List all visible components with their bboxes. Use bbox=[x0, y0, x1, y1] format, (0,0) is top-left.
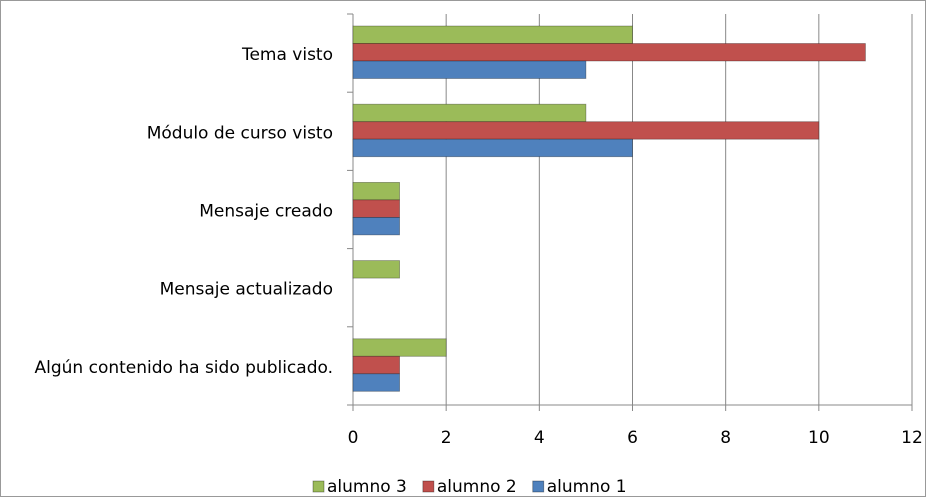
legend-swatch bbox=[532, 480, 545, 493]
x-tick-label: 12 bbox=[901, 428, 923, 448]
x-tick-label: 10 bbox=[808, 428, 830, 448]
y-tick-label: Módulo de curso visto bbox=[147, 123, 333, 143]
bar bbox=[352, 260, 400, 279]
x-tick-label: 0 bbox=[348, 428, 359, 448]
legend-swatch bbox=[422, 480, 435, 493]
x-tick-label: 6 bbox=[627, 428, 638, 448]
y-tick-label: Tema visto bbox=[241, 45, 333, 65]
legend-label: alumno 2 bbox=[437, 477, 517, 497]
y-tick-label: Algún contenido ha sido publicado. bbox=[35, 358, 333, 378]
bar bbox=[352, 181, 400, 201]
bar bbox=[352, 60, 587, 79]
bar bbox=[352, 25, 633, 44]
bar bbox=[352, 355, 400, 375]
bar bbox=[352, 138, 633, 158]
bar bbox=[352, 103, 587, 123]
y-tick-label: Mensaje creado bbox=[199, 202, 333, 222]
x-tick-label: 4 bbox=[534, 428, 545, 448]
bar bbox=[352, 338, 447, 357]
bar bbox=[352, 216, 400, 236]
y-tick-label: Mensaje actualizado bbox=[160, 280, 333, 300]
bar bbox=[352, 121, 820, 140]
legend-label: alumno 1 bbox=[547, 477, 627, 497]
legend-swatch bbox=[312, 480, 325, 493]
legend-label: alumno 3 bbox=[327, 477, 407, 497]
x-tick-label: 2 bbox=[441, 428, 452, 448]
bar bbox=[352, 199, 400, 218]
bar bbox=[352, 43, 866, 62]
x-tick-label: 8 bbox=[720, 428, 731, 448]
bar bbox=[352, 373, 400, 392]
